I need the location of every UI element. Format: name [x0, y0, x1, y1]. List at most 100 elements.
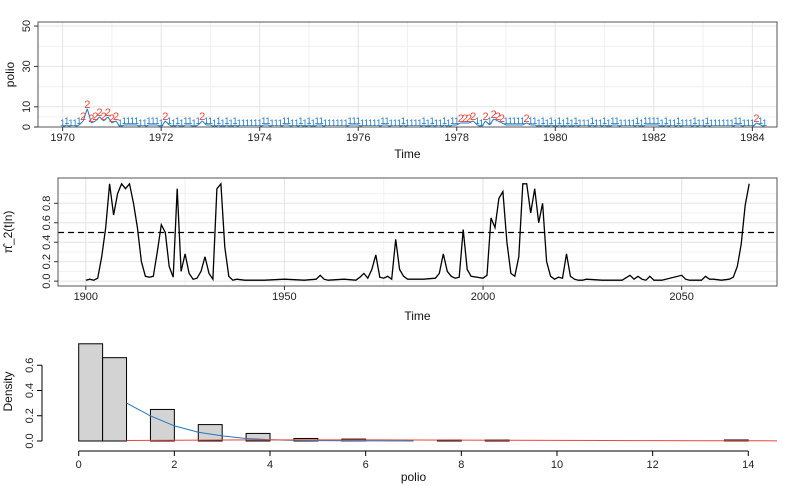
- p3-y-tick-label: 0.4: [24, 383, 36, 398]
- p1-state-1-label: 1: [368, 118, 373, 128]
- p1-state-1-label: 1: [241, 118, 246, 128]
- p1-state-1-label: 1: [454, 116, 459, 126]
- p1-state-1-label: 1: [504, 116, 509, 126]
- p3-y-axis-title: Density: [1, 371, 15, 411]
- p1-state-1-label: 1: [701, 118, 706, 128]
- p1-state-1-label: 1: [397, 118, 402, 128]
- p1-state-1-label: 1: [627, 118, 632, 128]
- p3-x-tick-label: 12: [647, 459, 659, 471]
- p1-x-tick-label: 1974: [247, 132, 271, 144]
- p1-state-1-label: 1: [733, 116, 738, 126]
- p1-state-1-label: 1: [545, 118, 550, 128]
- p1-state-1-label: 1: [134, 116, 139, 126]
- p1-state-1-label: 1: [72, 118, 77, 128]
- p1-state-1-label: 1: [520, 116, 525, 126]
- p1-series-segment: [99, 116, 105, 122]
- p1-state-1-label: 1: [553, 118, 558, 128]
- p1-state-1-label: 1: [224, 116, 229, 126]
- state-probability-panel: 1900 1950 2000 2050 0.0 0.2 0.4 0.6 0.8 Time π̂…: [1, 177, 778, 323]
- p1-state-1-label: 1: [60, 118, 65, 128]
- p1-state-1-label: 1: [417, 118, 422, 128]
- p1-state-1-label: 1: [319, 116, 324, 126]
- p1-state-1-label: 1: [409, 118, 414, 128]
- p1-state-1-label: 1: [676, 116, 681, 126]
- p1-state-1-label: 1: [315, 116, 320, 126]
- p1-state-1-label: 1: [623, 118, 628, 128]
- p1-state-1-label: 1: [77, 116, 82, 126]
- p1-state-1-label: 1: [487, 116, 492, 126]
- p1-y-tick-label: 0: [21, 124, 33, 130]
- p3-histogram-bar: [197, 424, 223, 442]
- p1-state-1-label: 1: [516, 116, 521, 126]
- p1-state-1-label: 1: [327, 118, 332, 128]
- p1-state-1-label: 1: [274, 118, 279, 128]
- p3-histogram-bar: [78, 343, 104, 442]
- p1-state-1-label: 1: [216, 116, 221, 126]
- p1-series-segment: [78, 120, 84, 126]
- p2-x-tick-label: 2050: [669, 291, 693, 303]
- p3-state-1-density-curve: [126, 402, 414, 442]
- p1-state-1-label: 1: [573, 116, 578, 126]
- p1-x-tick-label: 1976: [346, 132, 370, 144]
- p1-state-1-label: 1: [413, 118, 418, 128]
- p1-state-1-label: 1: [577, 118, 582, 128]
- p3-state-2-density-curve: [126, 439, 778, 442]
- p1-state-1-label: 1: [606, 118, 611, 128]
- p1-state-1-label: 1: [746, 118, 751, 128]
- p1-state-2-label: 2: [88, 113, 94, 125]
- p1-series-segment: [111, 120, 117, 124]
- p1-state-1-label: 1: [142, 118, 147, 128]
- p1-state-2-label: 2: [466, 113, 472, 125]
- p1-state-1-label: 1: [450, 116, 455, 126]
- p2-x-axis-title: Time: [404, 309, 431, 323]
- p1-state-1-label: 1: [401, 116, 406, 126]
- p1-x-tick-label: 1982: [642, 132, 666, 144]
- p1-state-1-label: 1: [183, 116, 188, 126]
- p1-state-1-label: 1: [360, 118, 365, 128]
- p1-state-1-label: 1: [290, 118, 295, 128]
- p1-state-1-label: 1: [434, 118, 439, 128]
- p1-state-1-label: 1: [618, 118, 623, 128]
- p1-state-1-label: 1: [614, 116, 619, 126]
- p1-state-1-label: 1: [758, 116, 763, 126]
- p1-series-segment: [522, 122, 527, 126]
- p1-series-segment: [201, 120, 207, 126]
- p2-x-tick-label: 2000: [471, 291, 495, 303]
- p1-series-segment: [472, 120, 478, 126]
- p1-state-1-label: 1: [257, 118, 262, 128]
- p1-state-1-label: 1: [660, 118, 665, 128]
- p1-state-1-label: 1: [261, 116, 266, 126]
- p1-state-1-label: 1: [311, 118, 316, 128]
- p1-state-1-label: 1: [64, 116, 69, 126]
- p1-state-1-label: 1: [540, 116, 545, 126]
- p3-x-tick-label: 2: [171, 459, 177, 471]
- p1-state-1-label: 1: [729, 118, 734, 128]
- p1-state-1-label: 1: [212, 118, 217, 128]
- p1-state-1-label: 1: [705, 116, 710, 126]
- p1-state-1-label: 1: [631, 118, 636, 128]
- p2-x-axis-ticks: 1900 1950 2000 2050: [74, 286, 694, 303]
- p1-state-2-label: 2: [753, 113, 759, 125]
- p2-y-tick-label: 0.2: [41, 254, 53, 269]
- p1-state-1-label: 1: [512, 116, 517, 126]
- p1-state-1-label: 1: [204, 116, 209, 126]
- p1-state-1-label: 1: [237, 118, 242, 128]
- p1-series-segment: [493, 118, 499, 122]
- p1-state-1-label: 1: [643, 116, 648, 126]
- p1-series-segment: [489, 118, 495, 126]
- p1-state-1-label: 1: [561, 118, 566, 128]
- p1-series-segment: [485, 120, 490, 126]
- p1-state-1-label: 1: [179, 118, 184, 128]
- p1-state-1-label: 1: [286, 116, 291, 126]
- p1-state-1-label: 1: [709, 118, 714, 128]
- p1-x-tick-label: 1984: [740, 132, 764, 144]
- p1-state-1-label: 1: [549, 116, 554, 126]
- p1-state-1-label: 1: [528, 116, 533, 126]
- p3-x-tick-label: 4: [267, 459, 273, 471]
- p1-state-1-label: 1: [692, 116, 697, 126]
- p3-x-axis-ticks: 0 2 4 6 8 10 12 14: [76, 450, 754, 471]
- p1-state-1-label: 1: [233, 116, 238, 126]
- p1-gridlines: [38, 22, 777, 128]
